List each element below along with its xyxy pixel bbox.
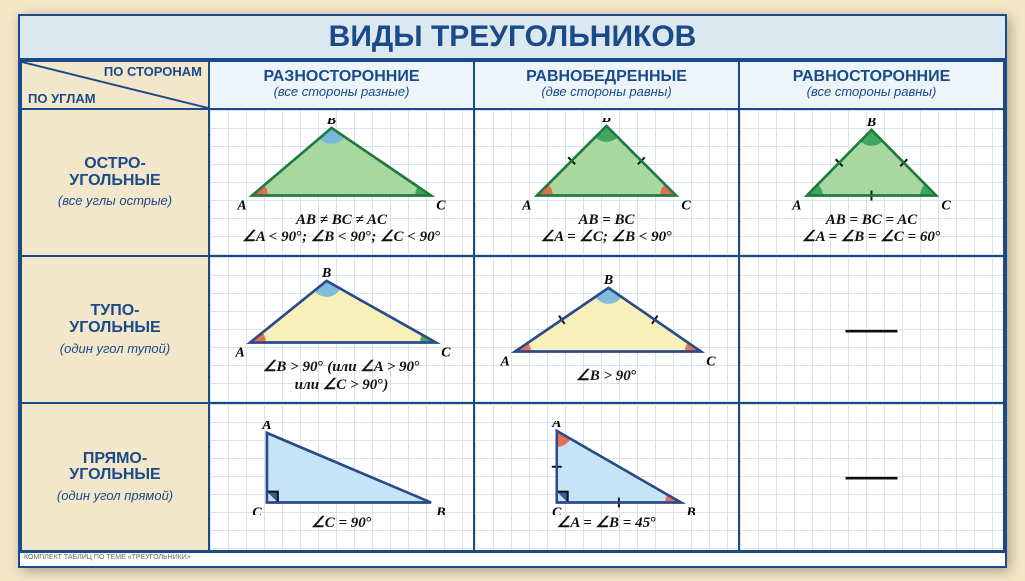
svg-text:C: C [681, 198, 691, 212]
row-title-2: ПРЯМО-УГОЛЬНЫЕ [22, 451, 208, 485]
cell-r2c1: A C B ∠A = ∠B = 45° [474, 403, 739, 550]
col-header-1: РАВНОБЕДРЕННЫЕ(две стороны равны) [474, 61, 739, 109]
cell-r0c1: A B C AB = BC∠A = ∠C; ∠B < 90° [474, 109, 739, 256]
triangle-diagram: A B C [475, 274, 738, 368]
classification-table: ПО СТОРОНАМ ПО УГЛАМ РАЗНОСТОРОННИЕ(все … [20, 60, 1005, 552]
formula-text: ∠A = ∠B = 45° [553, 515, 660, 532]
svg-text:B: B [685, 505, 695, 515]
empty-dash: —— [846, 461, 898, 492]
formula-text: AB = BC = AC∠A = ∠B = ∠C = 60° [798, 212, 945, 247]
triangle-diagram: A B C [740, 118, 1003, 212]
svg-text:A: A [791, 198, 801, 212]
formula-text: AB = BC∠A = ∠C; ∠B < 90° [537, 212, 676, 247]
row-acute: ОСТРО-УГОЛЬНЫЕ(все углы острые) ABCAB ≠ … [21, 109, 1004, 256]
svg-text:C: C [252, 505, 262, 515]
formula-text: AB ≠ BC ≠ AC∠A < 90°; ∠B < 90°; ∠C < 90° [238, 212, 444, 247]
cell-r0c2: A B CAB = BC = AC∠A = ∠B = ∠C = 60° [739, 109, 1004, 256]
formula-text: ∠C = 90° [307, 515, 376, 532]
triangle-diagram: A C B [475, 421, 738, 515]
svg-text:B: B [326, 118, 336, 128]
formula-text: ∠B > 90° (или ∠A > 90°или ∠C > 90°) [259, 359, 424, 394]
formula-text: ∠B > 90° [572, 368, 641, 385]
poster-frame: ВИДЫ ТРЕУГОЛЬНИКОВ ПО СТОРОНАМ ПО УГЛАМ … [18, 14, 1007, 568]
header-row: ПО СТОРОНАМ ПО УГЛАМ РАЗНОСТОРОННИЕ(все … [21, 61, 1004, 109]
corner-top-label: ПО СТОРОНАМ [104, 64, 202, 79]
svg-text:A: A [499, 354, 509, 368]
cell-r1c0: A B C ∠B > 90° (или ∠A > 90°или ∠C > 90°) [209, 256, 474, 403]
row-right: ПРЯМО-УГОЛЬНЫЕ(один угол прямой) A C B ∠C =… [21, 403, 1004, 550]
footer-text: КОМПЛЕКТ ТАБЛИЦ ПО ТЕМЕ «ТРЕУГОЛЬНИКИ» [20, 552, 1005, 566]
empty-dash: —— [846, 314, 898, 345]
svg-text:B: B [435, 505, 445, 515]
row-header-1: ТУПО-УГОЛЬНЫЕ(один угол тупой) [21, 256, 209, 403]
triangle-diagram: A B C [475, 118, 738, 212]
svg-text:A: A [234, 345, 244, 359]
svg-text:C: C [441, 345, 451, 359]
cell-r1c1: A B C ∠B > 90° [474, 256, 739, 403]
triangle-diagram: A C B [210, 421, 473, 515]
triangle-diagram: A B C [210, 118, 473, 212]
svg-text:B: B [603, 274, 613, 288]
svg-text:B: B [321, 266, 331, 281]
cell-r0c0: A B CAB ≠ BC ≠ AC∠A < 90°; ∠B < 90°; ∠C < … [209, 109, 474, 256]
svg-text:B: B [866, 118, 876, 130]
svg-text:B: B [601, 118, 611, 126]
svg-text:C: C [706, 354, 716, 368]
row-header-0: ОСТРО-УГОЛЬНЫЕ(все углы острые) [21, 109, 209, 256]
triangle-diagram: A B C [210, 265, 473, 359]
row-obtuse: ТУПО-УГОЛЬНЫЕ(один угол тупой) A B C ∠B > 9… [21, 256, 1004, 403]
cell-r2c0: A C B ∠C = 90° [209, 403, 474, 550]
corner-bottom-label: ПО УГЛАМ [28, 91, 96, 106]
svg-text:A: A [261, 421, 271, 433]
col-header-0: РАЗНОСТОРОННИЕ(все стороны разные) [209, 61, 474, 109]
row-title-0: ОСТРО-УГОЛЬНЫЕ [22, 156, 208, 190]
svg-text:C: C [436, 198, 446, 212]
col-header-2: РАВНОСТОРОННИЕ(все стороны равны) [739, 61, 1004, 109]
cell-r1c2: —— [739, 256, 1004, 403]
main-title: ВИДЫ ТРЕУГОЛЬНИКОВ [20, 16, 1005, 60]
svg-text:C: C [941, 198, 951, 212]
cell-r2c2: —— [739, 403, 1004, 550]
row-header-2: ПРЯМО-УГОЛЬНЫЕ(один угол прямой) [21, 403, 209, 550]
svg-text:A: A [551, 421, 561, 431]
corner-cell: ПО СТОРОНАМ ПО УГЛАМ [21, 61, 209, 109]
svg-text:A: A [236, 198, 246, 212]
row-title-1: ТУПО-УГОЛЬНЫЕ [22, 303, 208, 337]
svg-text:A: A [521, 198, 531, 212]
svg-text:C: C [552, 505, 562, 515]
